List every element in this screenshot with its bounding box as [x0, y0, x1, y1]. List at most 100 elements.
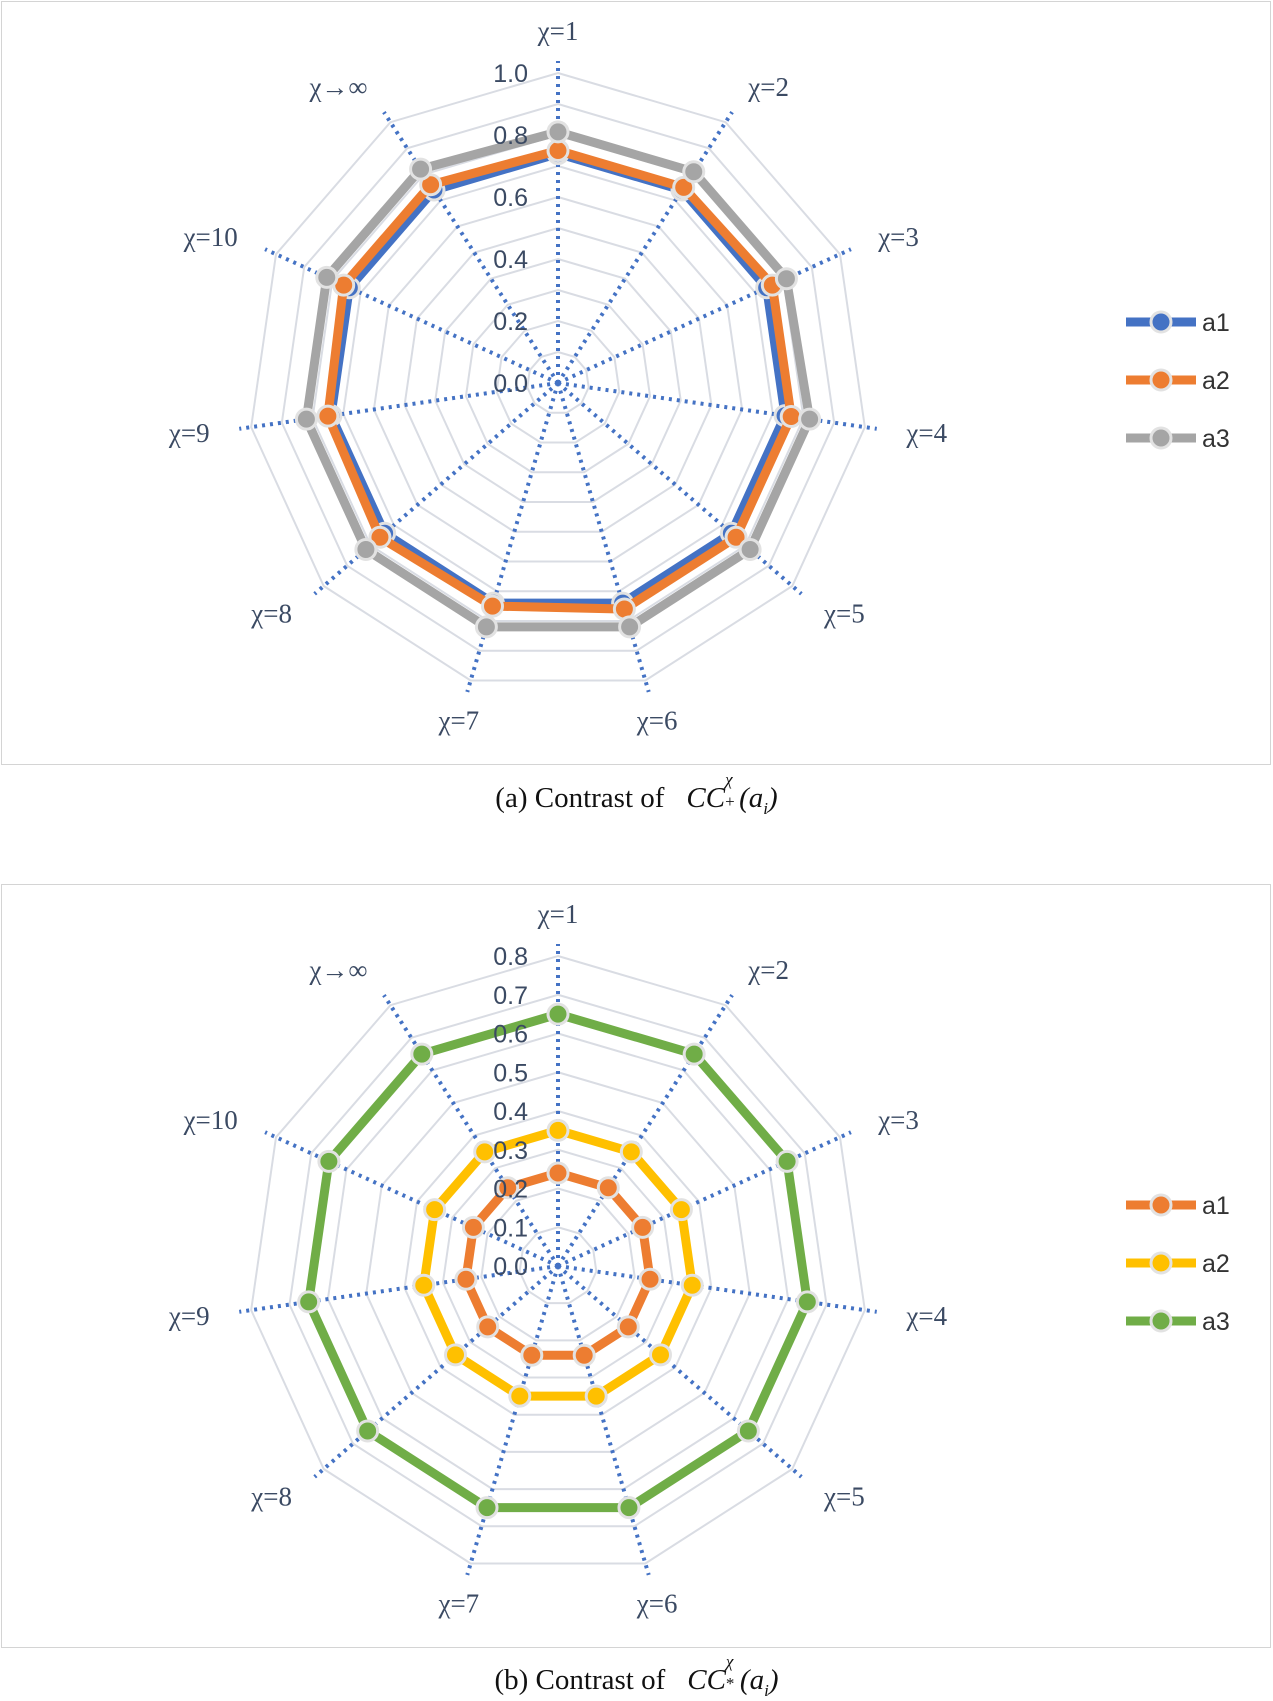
data-point-a2 [779, 405, 803, 429]
legend-label-a2: a2 [1202, 367, 1230, 395]
caption-a: (a) Contrast of CC χ + (ai) [0, 770, 1273, 819]
grid-rings [250, 71, 866, 682]
grid-ring [250, 71, 866, 682]
data-point-a2 [419, 173, 443, 197]
legend-label-a3: a3 [1202, 425, 1230, 453]
caption-b-prefix: (b) Contrast of [494, 1664, 666, 1696]
legend: a1 a2 a3 [1126, 1192, 1230, 1336]
axis-spoke [238, 381, 559, 431]
grid-ring [250, 954, 866, 1565]
data-point-a3 [475, 1496, 499, 1520]
data-point-a1 [572, 1343, 596, 1367]
grid-ring [495, 319, 621, 444]
series-line-a3 [304, 1009, 812, 1513]
tick-label: 0.8 [493, 122, 528, 150]
data-point-a3 [798, 407, 822, 431]
category-label: χ=4 [905, 1301, 947, 1331]
grid-ring [480, 1187, 636, 1342]
legend-marker-a3 [1149, 1309, 1173, 1333]
category-labels: χ=1 χ=2 χ=3 χ=4 χ=5 χ=6 χ=7 χ=8 χ=9 χ=10 χ→∞ [168, 16, 948, 736]
data-point-a2 [546, 1118, 570, 1142]
grid-ring [518, 1226, 598, 1305]
caption-a-prefix: (a) Contrast of [495, 782, 665, 814]
data-point-a1 [461, 1215, 485, 1239]
tick-label: 0.7 [493, 982, 528, 1010]
data-point-a3 [474, 615, 498, 639]
chart-panel-b: 0.0 0.1 0.2 0.3 0.4 0.5 0.6 0.7 0.8 χ=1 χ=2 χ=3 χ=4 χ… [1, 884, 1271, 1648]
category-labels: χ=1 χ=2 χ=3 χ=4 χ=5 χ=6 χ=7 χ=8 χ=9 χ=10 χ→∞ [168, 899, 948, 1619]
legend-marker-a2 [1149, 1251, 1173, 1275]
data-point-a3 [317, 1149, 341, 1173]
caption-a-math: CC χ + (ai) [686, 770, 778, 818]
category-label: χ=1 [537, 899, 579, 929]
category-label: χ=2 [747, 72, 789, 102]
series-a2 [316, 139, 803, 621]
axis-spoke [556, 1264, 803, 1479]
tick-label: 0.1 [493, 1214, 528, 1242]
category-label: χ=1 [537, 16, 579, 46]
axis-spoke [557, 1130, 852, 1268]
series-line-a3 [301, 127, 815, 632]
axis-spoke [556, 382, 651, 693]
data-point-a2 [680, 1273, 704, 1297]
caption-b: (b) Contrast of CC χ * (ai) [0, 1652, 1273, 1701]
grid-rings [250, 954, 866, 1565]
category-label: χ=9 [168, 1301, 210, 1331]
data-point-a3 [618, 615, 642, 639]
tick-labels: 0.0 0.2 0.4 0.6 0.8 1.0 [493, 60, 528, 398]
tick-label: 0.0 [493, 1253, 528, 1281]
category-label: χ→∞ [308, 955, 367, 985]
data-point-a3 [738, 537, 762, 561]
tick-label: 0.0 [493, 370, 528, 398]
category-label: χ=7 [437, 706, 479, 736]
axis-spokes [238, 944, 878, 1576]
tick-label: 0.3 [493, 1137, 528, 1165]
axis-spokes [238, 61, 878, 693]
axis-spoke [556, 994, 734, 1268]
category-label: χ=8 [250, 1482, 292, 1512]
data-point-a3 [294, 407, 318, 431]
grid-ring [403, 226, 713, 533]
tick-label: 0.2 [493, 1176, 528, 1204]
radar-chart-a: 0.00.20.40.60.81.0χ=1χ=2χ=3χ=4χ=5χ=6χ=7χ… [168, 16, 1230, 736]
category-label: χ=2 [747, 955, 789, 985]
tick-label: 0.2 [493, 308, 528, 336]
data-point-a3 [315, 265, 339, 289]
axis-spoke [465, 1265, 560, 1576]
grid-ring [372, 195, 744, 563]
data-point-a3 [356, 1419, 380, 1443]
data-point-a1 [520, 1343, 544, 1367]
grid-ring [288, 993, 828, 1528]
tick-label: 0.4 [493, 246, 528, 274]
data-point-a2 [444, 1343, 468, 1367]
grid-ring [280, 102, 836, 652]
data-point-a1 [496, 1176, 520, 1200]
legend-marker-a2 [1149, 368, 1173, 392]
legend-marker-a1 [1149, 310, 1173, 334]
category-label: χ=10 [183, 1105, 238, 1135]
axis-spoke [264, 1130, 559, 1268]
category-label: χ=3 [877, 222, 919, 252]
data-point-a2 [584, 1384, 608, 1408]
data-point-a3 [546, 120, 570, 144]
axis-spoke [556, 1265, 651, 1576]
tick-label: 0.5 [493, 1059, 528, 1087]
series-a3 [294, 120, 822, 639]
series-line-a2 [419, 1125, 697, 1401]
data-point-a1 [476, 1315, 500, 1339]
series-line-a2 [323, 145, 796, 614]
data-point-a3 [297, 1290, 321, 1314]
data-point-a3 [736, 1419, 760, 1443]
legend-label-a3: a3 [1202, 1308, 1230, 1336]
axis-spoke [557, 247, 852, 385]
data-point-a3 [774, 267, 798, 291]
data-point-a3 [410, 1042, 434, 1066]
axis-spoke [556, 381, 803, 596]
tick-label: 0.6 [493, 184, 528, 212]
data-point-a3 [409, 157, 433, 181]
data-point-a2 [412, 1273, 436, 1297]
tick-label: 1.0 [493, 60, 528, 88]
data-point-a3 [682, 1042, 706, 1066]
data-point-a2 [672, 175, 696, 199]
data-point-a2 [423, 1198, 447, 1222]
